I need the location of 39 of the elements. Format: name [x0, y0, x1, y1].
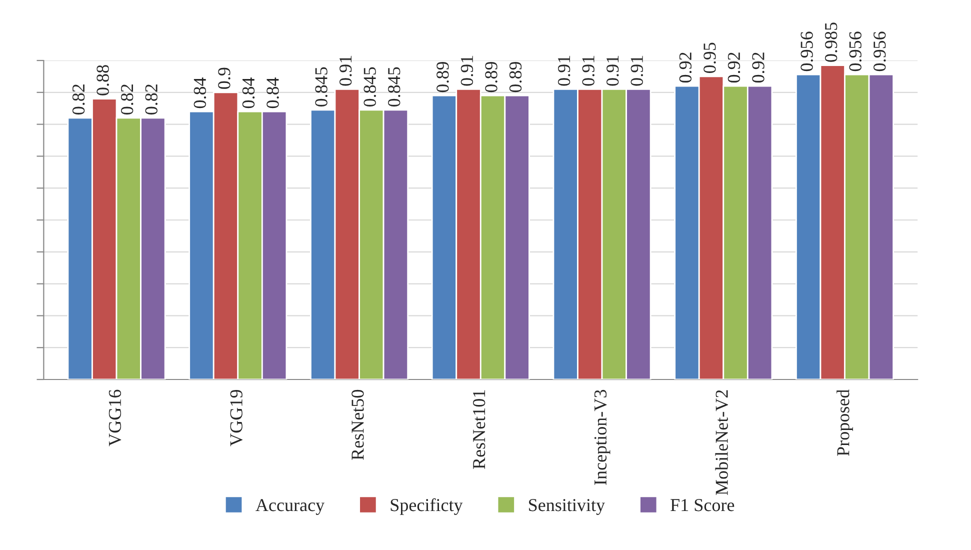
x-tick-label: MobileNet-V2 [715, 390, 728, 496]
x-tick-label: ResNet50 [352, 390, 364, 460]
data-label: 0.88 [96, 65, 109, 96]
x-tick-label: ResNet101 [472, 390, 486, 469]
data-label: 0.845 [364, 67, 376, 106]
data-label: 0.82 [72, 84, 85, 114]
data-label: 0.89 [485, 62, 498, 92]
x-tick-label: VGG16 [108, 390, 122, 446]
data-label: 0.9 [218, 68, 230, 89]
data-label: 0.84 [242, 77, 255, 108]
data-label: 0.956 [874, 32, 886, 72]
legend-label: F1 Score [670, 499, 734, 512]
data-label: 0.91 [460, 56, 474, 86]
data-label: 0.89 [436, 62, 449, 92]
data-label: 0.89 [509, 62, 522, 92]
data-label: 0.956 [849, 32, 862, 72]
data-label: 0.92 [679, 52, 692, 83]
x-tick-label: VGG19 [230, 390, 243, 446]
data-label: 0.84 [266, 77, 279, 108]
data-label: 0.82 [120, 84, 134, 114]
data-label: 0.845 [315, 67, 328, 106]
legend-label: Specificty [390, 498, 463, 515]
legend-label: Accuracy [256, 499, 325, 515]
data-label: 0.91 [606, 56, 619, 86]
data-label: 0.91 [558, 56, 570, 86]
data-label: 0.91 [630, 56, 644, 86]
data-label: 0.956 [800, 32, 813, 72]
legend-label: Sensitivity [529, 499, 605, 515]
data-label: 0.91 [582, 56, 594, 86]
x-tick-label: Proposed [836, 389, 853, 456]
data-label: 0.845 [388, 67, 400, 106]
x-tick-label: Inception-V3 [594, 390, 610, 485]
data-label: 0.84 [194, 77, 206, 108]
data-label: 0.95 [704, 42, 716, 73]
data-label: 0.92 [752, 52, 764, 83]
data-label: 0.92 [728, 52, 740, 83]
data-label: 0.91 [339, 56, 352, 86]
data-label: 0.985 [824, 22, 838, 62]
data-label: 0.82 [145, 84, 158, 114]
